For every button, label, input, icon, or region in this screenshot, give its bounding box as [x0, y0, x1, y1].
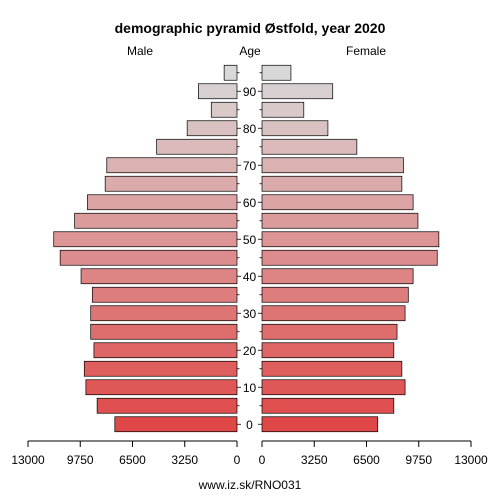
- female-bar: [261, 194, 414, 211]
- female-bars: [261, 64, 440, 433]
- female-bar: [261, 360, 403, 377]
- age-tick-label: 10: [243, 381, 257, 395]
- age-tick-label: 90: [243, 85, 257, 99]
- male-bar: [114, 416, 238, 433]
- male-bar: [93, 342, 238, 359]
- male-bar: [198, 83, 238, 100]
- female-bar: [261, 268, 414, 285]
- female-bar: [261, 138, 358, 155]
- female-bar: [261, 379, 406, 396]
- male-bar: [83, 360, 238, 377]
- male-bar: [156, 138, 238, 155]
- male-bar: [53, 231, 238, 248]
- x-tick-label-female: 3250: [301, 453, 328, 467]
- male-bar: [59, 249, 238, 266]
- female-bar: [261, 249, 438, 266]
- female-bar: [261, 157, 404, 174]
- age-tick-label: 60: [243, 196, 257, 210]
- female-bar: [261, 397, 395, 414]
- x-tick-label-female: 0: [259, 453, 266, 467]
- x-tick-label-female: 13000: [454, 453, 488, 467]
- female-bar: [261, 305, 406, 322]
- male-bar: [74, 212, 238, 229]
- x-tick-label-male: 13000: [11, 453, 45, 467]
- x-tick-label-female: 6500: [353, 453, 380, 467]
- x-tick-label-male: 9750: [67, 453, 94, 467]
- female-bar: [261, 323, 398, 340]
- age-tick-label: 50: [243, 233, 257, 247]
- male-bar: [87, 194, 238, 211]
- female-bar: [261, 83, 334, 100]
- female-bar: [261, 101, 305, 118]
- female-bar: [261, 231, 440, 248]
- footer-source: www.iz.sk/RNO031: [198, 478, 302, 492]
- age-axis: 0 10 20 30 40 50 60 70 80 90: [237, 72, 262, 432]
- x-tick-label-male: 3250: [171, 453, 198, 467]
- female-bar: [261, 342, 395, 359]
- male-bar: [104, 175, 238, 192]
- female-bar: [261, 120, 329, 137]
- female-bar: [261, 64, 292, 81]
- x-tick-label-male: 0: [234, 453, 241, 467]
- male-bar: [210, 101, 238, 118]
- male-bar: [223, 64, 238, 81]
- male-bar: [106, 157, 238, 174]
- age-tick-label: 40: [243, 270, 257, 284]
- male-bars: [53, 64, 238, 433]
- male-bar: [186, 120, 238, 137]
- x-tick-label-female: 9750: [405, 453, 432, 467]
- female-bar: [261, 416, 379, 433]
- female-header: Female: [346, 44, 386, 58]
- x-tick-label-male: 6500: [119, 453, 146, 467]
- age-tick-label: 80: [243, 122, 257, 136]
- age-tick-label: 70: [243, 159, 257, 173]
- age-tick-label: 0: [246, 418, 253, 432]
- male-bar: [85, 379, 238, 396]
- female-bar: [261, 286, 409, 303]
- female-bar: [261, 212, 419, 229]
- age-tick-label: 30: [243, 307, 257, 321]
- x-axis-female: 0 3250 6500 9750 13000: [259, 440, 488, 467]
- male-bar: [90, 323, 238, 340]
- male-header: Male: [127, 44, 153, 58]
- age-header: Age: [239, 44, 261, 58]
- male-bar: [96, 397, 238, 414]
- x-axis-male: 13000 9750 6500 3250 0: [11, 440, 241, 467]
- male-bar: [91, 286, 238, 303]
- chart-title: demographic pyramid Østfold, year 2020: [115, 20, 386, 36]
- male-bar: [80, 268, 238, 285]
- age-tick-label: 20: [243, 344, 257, 358]
- male-bar: [90, 305, 238, 322]
- female-bar: [261, 175, 403, 192]
